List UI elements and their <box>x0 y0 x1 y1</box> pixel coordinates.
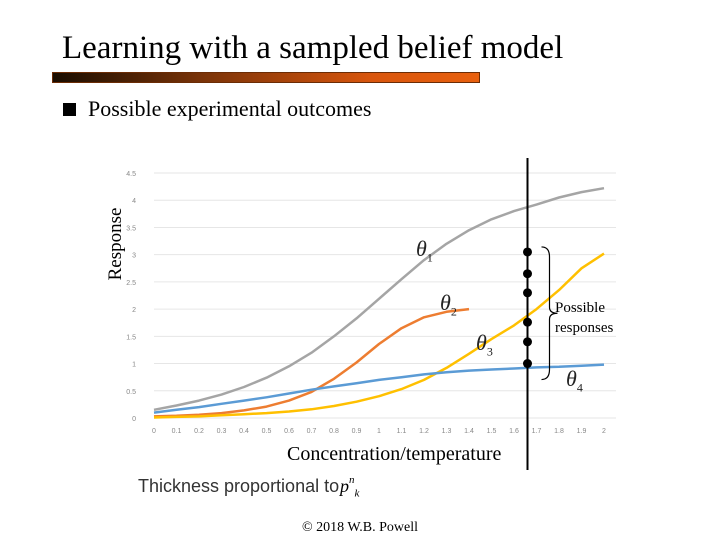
chart-series <box>153 186 605 419</box>
x-tick-label: 0.7 <box>307 428 317 435</box>
y-tick-label: 4.5 <box>126 171 136 178</box>
x-tick-label: 0.5 <box>262 428 272 435</box>
y-tick-label: 3 <box>132 253 136 260</box>
x-tick-label: 1.9 <box>577 428 587 435</box>
pk-formula: pnk <box>340 474 360 500</box>
x-tick-label: 0.1 <box>172 428 182 435</box>
possible-responses-label: Possible responses <box>555 300 614 336</box>
series-line-theta3 <box>153 252 605 419</box>
x-tick-label: 1.6 <box>509 428 519 435</box>
x-tick-label: 2 <box>602 428 606 435</box>
theta2-label: θ2 <box>440 290 457 319</box>
x-tick-labels: 0 0.1 0.2 0.3 0.4 0.5 0.6 0.7 0.8 0.9 1 1.1 1.2 1.3 1.… <box>152 428 606 435</box>
x-tick-label: 1 <box>377 428 381 435</box>
bullet-square-icon <box>63 102 76 116</box>
response-point <box>523 269 532 279</box>
x-tick-label: 0.8 <box>329 428 339 435</box>
theta1-label: θ1 <box>416 236 433 265</box>
y-tick-label: 3.5 <box>126 225 136 232</box>
y-tick-label: 1.5 <box>126 334 136 341</box>
x-tick-label: 1.2 <box>419 428 429 435</box>
x-axis-label: Concentration/temperature <box>287 443 502 465</box>
bullet-text: Possible experimental outcomes <box>88 96 372 121</box>
y-tick-label: 0 <box>132 416 136 423</box>
title-underline-bar <box>52 72 480 83</box>
x-tick-label: 1.3 <box>442 428 452 435</box>
y-tick-label: 0.5 <box>126 389 136 396</box>
responses-bracket <box>541 246 558 381</box>
y-tick-label: 1 <box>132 362 136 369</box>
copyright-footer: © 2018 W.B. Powell <box>301 520 419 535</box>
x-tick-label: 1.1 <box>397 428 407 435</box>
response-point <box>523 337 532 347</box>
response-point <box>523 317 532 327</box>
x-tick-label: 0.2 <box>194 428 204 435</box>
series-line-theta4 <box>153 363 605 414</box>
response-point <box>523 247 532 257</box>
x-tick-label: 0.3 <box>217 428 227 435</box>
y-tick-label: 2 <box>132 307 136 314</box>
response-point <box>523 359 532 369</box>
x-tick-label: 1.4 <box>464 428 474 435</box>
y-tick-labels: 0 0.5 1 1.5 2 2.5 3 3.5 4 4.5 <box>126 171 136 423</box>
x-tick-label: 1.5 <box>487 428 497 435</box>
response-point <box>523 288 532 298</box>
x-tick-label: 0.6 <box>284 428 294 435</box>
bullet-item: Possible experimental outcomes <box>63 96 372 122</box>
x-tick-label: 1.7 <box>532 428 542 435</box>
series-line-theta1 <box>153 186 605 412</box>
theta3-label: θ3 <box>476 330 493 359</box>
x-tick-label: 0 <box>152 428 156 435</box>
decision-marker <box>523 158 558 470</box>
y-tick-label: 2.5 <box>126 280 136 287</box>
y-tick-label: 4 <box>132 198 136 205</box>
series-line-theta2 <box>153 307 470 418</box>
x-tick-label: 0.9 <box>352 428 362 435</box>
slide-title: Learning with a sampled belief model <box>62 30 564 66</box>
thickness-note: Thickness proportional to <box>138 476 340 496</box>
x-tick-label: 1.8 <box>554 428 564 435</box>
theta4-label: θ4 <box>566 366 583 395</box>
chart-grid <box>154 172 616 419</box>
x-tick-label: 0.4 <box>239 428 249 435</box>
